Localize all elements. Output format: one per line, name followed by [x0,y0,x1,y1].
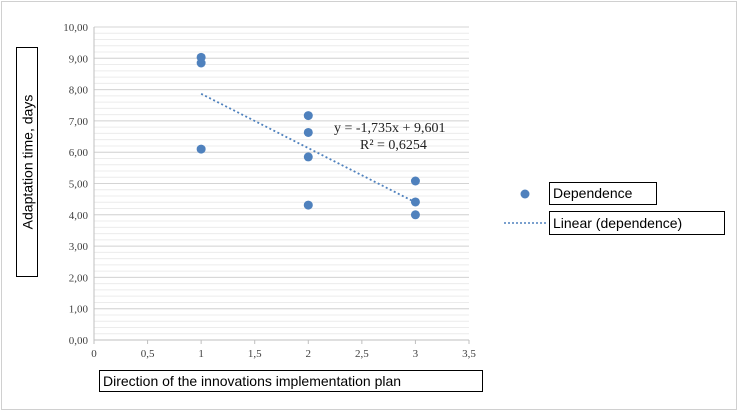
y-axis-label: Adaptation time, days [19,94,36,230]
x-tick-label: 1 [198,348,204,360]
trendline-r-squared: R² = 0,6254 [360,138,427,153]
y-tick-label: 6,00 [69,147,89,159]
y-tick-label: 4,00 [69,210,89,222]
x-axis-label: Direction of the innovations implementat… [99,370,483,392]
x-tick-label: 3 [413,348,419,360]
y-tick-label: 5,00 [69,179,89,191]
legend-dependence-label: Dependence [549,182,657,205]
y-tick-label: 3,00 [69,241,89,253]
axes [93,27,469,341]
y-tick-label: 10,00 [63,22,88,34]
legend-linear-label: Linear (dependence) [549,211,725,235]
data-point [303,127,313,137]
y-tick-label: 0,00 [69,335,89,347]
x-tick-label: 2 [306,348,312,360]
data-points [196,52,420,220]
data-point [196,144,206,154]
grid-lines [94,26,469,335]
data-point [410,197,420,207]
data-point [410,176,420,186]
data-point [410,210,420,220]
x-tick-labels: 0 0,5 1 1,5 2 2,5 3 3,5 [91,340,476,360]
y-axis-label-box: Adaptation time, days [16,47,38,277]
y-tick-labels: 0,00 1,00 2,00 3,00 4,00 5,00 6,00 7,00 8,00 9,00… [63,22,88,347]
legend-markers [504,189,546,224]
legend-dependence-marker [520,189,530,199]
y-tick-label: 8,00 [69,85,89,97]
trendline-equation: y = -1,735x + 9,601 [334,121,445,136]
data-point [303,200,313,210]
data-point [303,152,313,162]
x-tick-label: 0 [91,348,97,360]
x-tick-label: 3,5 [462,348,476,360]
y-tick-label: 9,00 [69,53,89,65]
x-tick-label: 0,5 [141,348,155,360]
y-tick-label: 1,00 [69,304,89,316]
x-tick-label: 2,5 [355,348,369,360]
y-tick-label: 2,00 [69,272,89,284]
x-tick-label: 1,5 [248,348,262,360]
y-tick-label: 7,00 [69,116,89,128]
data-point [303,111,313,121]
data-point [196,58,206,68]
